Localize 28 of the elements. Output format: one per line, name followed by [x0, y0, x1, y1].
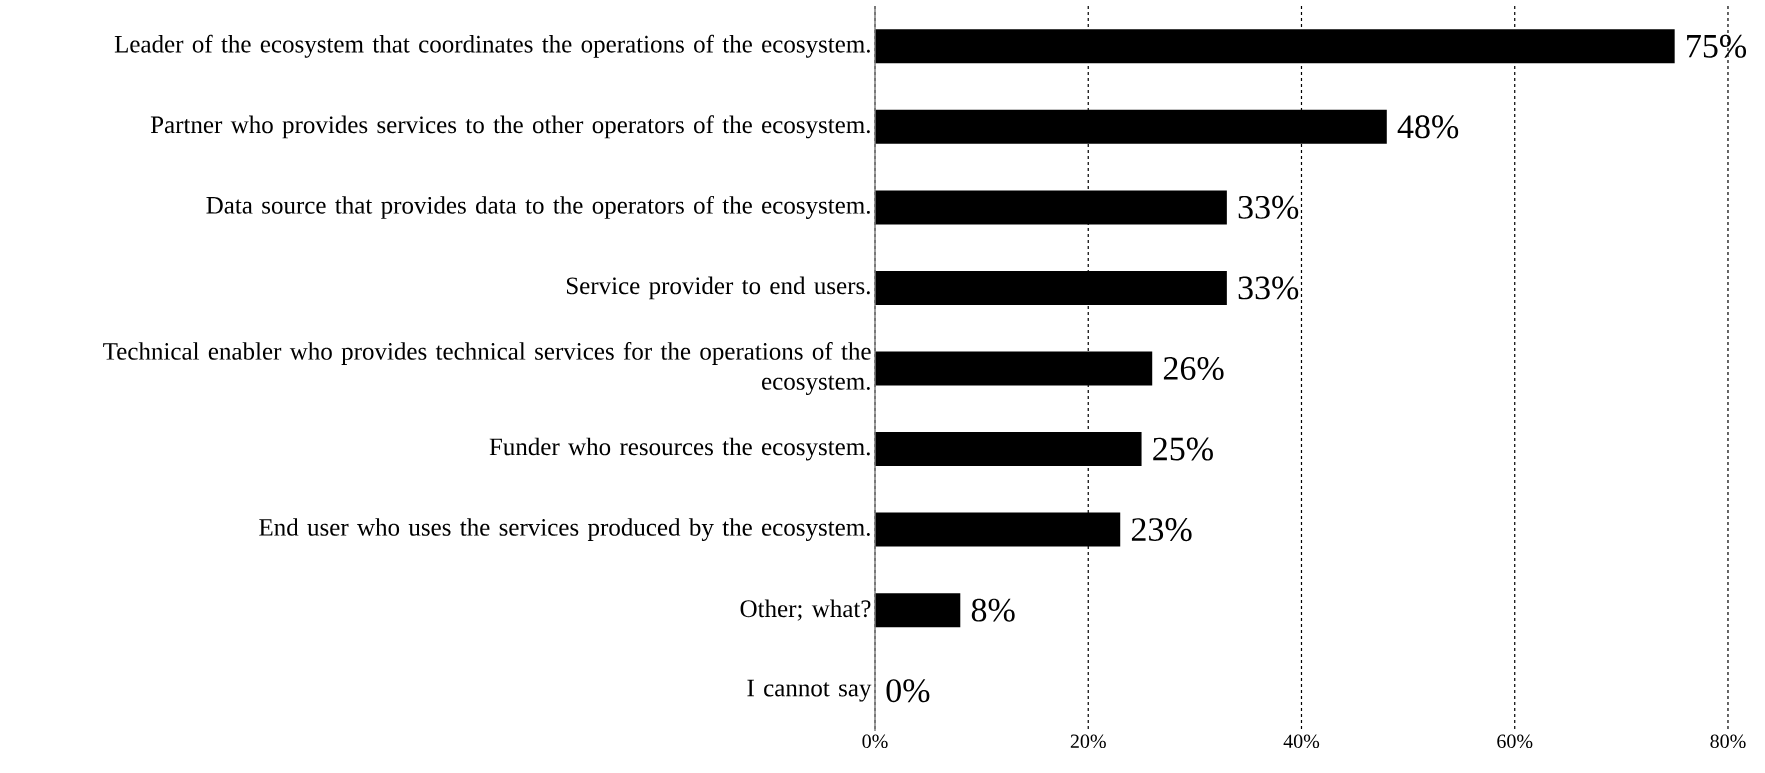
y-tick-label: Technical enabler who provides technical services for the operations of the ecosystem. [103, 342, 871, 395]
bar [875, 351, 1153, 386]
bar [875, 512, 1121, 547]
x-tick-label: 20% [1070, 734, 1106, 749]
y-tick-label: Other; what? [740, 599, 871, 621]
data-label: 33% [1238, 195, 1299, 219]
data-label: 48% [1397, 115, 1459, 139]
y-tick-label: Leader of the ecosystem that coordinates the operations of the ecosystem. [114, 34, 870, 58]
bar [875, 593, 961, 628]
data-label: 75% [1687, 34, 1747, 58]
x-tick-label: 0% [862, 734, 888, 749]
bar [875, 190, 1227, 225]
y-tick-label: Data source that provides data to the operators of the ecosystem. [206, 195, 870, 219]
bar [875, 29, 1675, 64]
y-tick-label: Funder who resources the ecosystem. [489, 437, 870, 461]
y-tick-label: Service provider to end users. [566, 276, 870, 300]
data-label: 0% [886, 679, 930, 703]
data-label: 23% [1131, 518, 1192, 542]
x-tick-label: 80% [1710, 734, 1746, 749]
x-tick-label: 60% [1497, 734, 1533, 749]
y-tick-label: Partner who provides services to the other operators of the ecosystem. [150, 115, 870, 139]
y-tick-label: End user who uses the services produced by the ecosystem. [259, 518, 870, 541]
x-tick-label: 40% [1283, 734, 1320, 749]
y-tick-label: I cannot say [747, 679, 872, 702]
data-label: 33% [1238, 276, 1299, 300]
data-label: 26% [1163, 356, 1224, 381]
data-label: 25% [1153, 437, 1213, 461]
data-label: 8% [971, 598, 1015, 622]
